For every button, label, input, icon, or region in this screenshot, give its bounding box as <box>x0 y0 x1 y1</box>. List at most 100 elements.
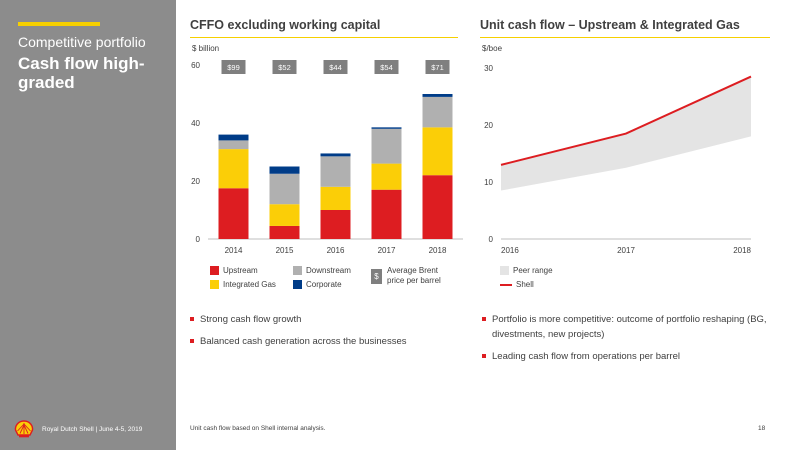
brent-price-label: $52 <box>272 60 297 74</box>
bullets-right: Portfolio is more competitive: outcome o… <box>482 312 772 371</box>
legend-label-corporate: Corporate <box>306 280 342 289</box>
brent-price-box <box>221 60 246 74</box>
accent-bar <box>18 22 100 26</box>
bullet-square-icon <box>190 317 194 321</box>
legend-label-integrated-gas: Integrated Gas <box>223 280 276 289</box>
footer-company-text: Royal Dutch Shell | June 4-5, 2019 <box>42 425 143 433</box>
bar-segment-upstream <box>269 225 300 239</box>
y-tick-label: 20 <box>191 177 200 186</box>
bar-segment-integrated-gas <box>422 127 453 176</box>
footnote: Unit cash flow based on Shell internal a… <box>190 425 326 432</box>
section-subtitle: Competitive portfolio <box>18 34 146 50</box>
brent-price-text: $99 <box>227 63 240 72</box>
brent-price-label: $54 <box>374 60 399 74</box>
bar-segment-downstream <box>422 96 453 128</box>
brent-price-box <box>425 60 450 74</box>
brent-price-text: $52 <box>278 63 291 72</box>
legend-integrated-gas: Integrated Gas <box>210 280 276 289</box>
bar-segment-corporate <box>371 127 402 129</box>
cffo-title-rule <box>190 37 458 38</box>
legend-peer-range: Peer range <box>500 266 553 275</box>
cffo-bar-chart: 0 20 40 60 2014 $99 2015 $52 2016 $44 2017 $54 2018 $… <box>191 60 463 255</box>
unit-cash-flow-chart-title: Unit cash flow – Upstream & Integrated G… <box>480 18 740 32</box>
x-tick-label: 2014 <box>225 246 243 255</box>
bullet-item: Portfolio is more competitive: outcome o… <box>482 312 772 342</box>
brent-price-label: $99 <box>221 60 246 74</box>
legend-swatch-integrated-gas <box>210 280 219 289</box>
brent-price-text: $44 <box>329 63 342 72</box>
legend-downstream: Downstream <box>293 266 351 275</box>
x-tick-label: 2017 <box>617 246 635 255</box>
bar-segment-downstream <box>269 173 300 205</box>
bar-segment-corporate <box>320 153 351 157</box>
y-tick-label: 10 <box>484 178 493 187</box>
footer-company: Royal Dutch Shell | June 4-5, 2019 <box>14 420 142 438</box>
section-title: Cash flow high-graded <box>18 54 145 92</box>
legend-swatch-shell <box>500 283 512 286</box>
bar-segment-upstream <box>371 189 402 239</box>
bar-segment-upstream <box>218 188 249 239</box>
brent-price-label: $44 <box>323 60 348 74</box>
brent-price-label: $71 <box>425 60 450 74</box>
y-tick-label: 0 <box>196 235 201 244</box>
x-tick-label: 2016 <box>327 246 345 255</box>
bar-segment-integrated-gas <box>269 204 300 226</box>
legend-upstream: Upstream <box>210 266 258 275</box>
legend-label-upstream: Upstream <box>223 266 258 275</box>
legend-swatch-corporate <box>293 280 302 289</box>
bar-segment-corporate <box>269 166 300 174</box>
bar-segment-corporate <box>422 94 453 97</box>
shell-logo-icon <box>14 420 34 438</box>
brent-price-text: $54 <box>380 63 393 72</box>
x-tick-label: 2018 <box>733 246 751 255</box>
x-tick-label: 2016 <box>501 246 519 255</box>
bar-segment-integrated-gas <box>218 149 249 189</box>
page-number: 18 <box>758 425 766 432</box>
bar-segment-downstream <box>320 156 351 187</box>
bar-segment-upstream <box>422 175 453 239</box>
bullet-text: Portfolio is more competitive: outcome o… <box>492 314 767 340</box>
y-tick-label: 40 <box>191 119 200 128</box>
brent-price-box <box>323 60 348 74</box>
bullet-square-icon <box>482 354 486 358</box>
bullet-item: Leading cash flow from operations per ba… <box>482 349 772 364</box>
brent-price-box <box>272 60 297 74</box>
legend-brent: $ Average Brent price per barrel <box>371 266 449 286</box>
bar-segment-corporate <box>218 134 249 141</box>
legend-label-peer-range: Peer range <box>513 266 553 275</box>
legend-label-downstream: Downstream <box>306 266 351 275</box>
x-tick-label: 2015 <box>276 246 294 255</box>
bullet-item: Balanced cash generation across the busi… <box>190 334 460 349</box>
brent-price-box <box>374 60 399 74</box>
unit-cash-flow-chart: 0 10 20 30 2016 2017 2018 <box>484 64 752 255</box>
legend-shell: Shell <box>500 280 534 289</box>
sidebar-panel: Competitive portfolio Cash flow high-gra… <box>0 0 176 450</box>
legend-corporate: Corporate <box>293 280 342 289</box>
legend-swatch-upstream <box>210 266 219 275</box>
y-tick-label: 0 <box>489 235 494 244</box>
legend-swatch-peer-range <box>500 266 509 275</box>
legend-label-shell: Shell <box>516 280 534 289</box>
x-tick-label: 2018 <box>429 246 447 255</box>
bar-segment-downstream <box>218 140 249 150</box>
unit-title-rule <box>480 37 770 38</box>
bar-segment-upstream <box>320 210 351 239</box>
legend-brent-symbol: $ <box>371 268 382 284</box>
x-tick-label: 2017 <box>378 246 396 255</box>
bar-segment-integrated-gas <box>320 186 351 210</box>
cffo-y-unit: $ billion <box>192 44 220 53</box>
legend-brent-label: Average Brent price per barrel <box>387 266 441 285</box>
bullet-square-icon <box>190 339 194 343</box>
bullet-text: Leading cash flow from operations per ba… <box>492 351 680 362</box>
bar-segment-integrated-gas <box>371 163 402 190</box>
bullet-item: Strong cash flow growth <box>190 312 460 327</box>
cffo-chart-title: CFFO excluding working capital <box>190 18 381 32</box>
legend-swatch-downstream <box>293 266 302 275</box>
bar-segment-downstream <box>371 128 402 164</box>
y-tick-label: 60 <box>191 61 200 70</box>
y-tick-label: 30 <box>484 64 493 73</box>
unit-y-unit: $/boe <box>482 44 503 53</box>
brent-price-text: $71 <box>431 63 444 72</box>
shell-series-line <box>500 75 752 166</box>
bullets-left: Strong cash flow growth Balanced cash ge… <box>190 312 460 356</box>
